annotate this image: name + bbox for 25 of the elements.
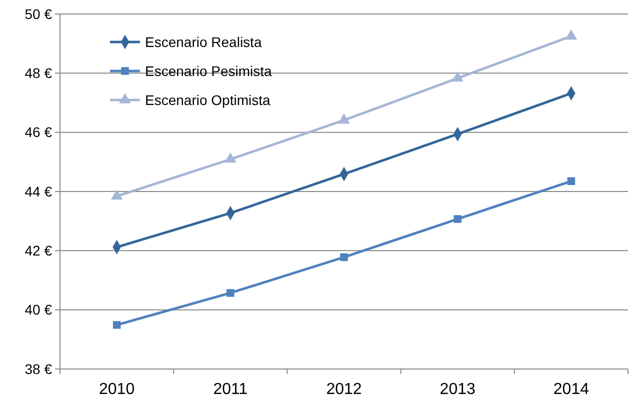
x-tick-label: 2010 (99, 381, 135, 398)
y-tick-label: 48 € (24, 65, 52, 82)
point (567, 177, 576, 186)
x-tick-label: 2014 (553, 381, 590, 398)
x-tick-label: 2013 (440, 381, 476, 398)
point (112, 321, 121, 329)
point (454, 215, 462, 223)
y-tick-label: 50 € (24, 6, 52, 22)
y-tick-label: 38 € (24, 360, 52, 377)
legend-label: Escenario Realista (145, 34, 262, 50)
point (224, 152, 236, 163)
point (452, 71, 464, 82)
y-tick-label: 46 € (24, 124, 52, 140)
y-tick-label: 44 € (24, 183, 52, 200)
point (226, 289, 234, 297)
legend-label: Escenario Optimista (145, 92, 270, 108)
x-tick-label: 2012 (326, 381, 362, 398)
point (565, 29, 578, 40)
y-tick-label: 40 € (24, 302, 52, 318)
x-tick-label: 2011 (213, 381, 248, 398)
legend-label: Escenario Pesimista (145, 62, 272, 79)
point (338, 113, 350, 124)
y-tick-label: 42 € (24, 242, 52, 259)
point (340, 253, 348, 262)
point (110, 189, 123, 200)
